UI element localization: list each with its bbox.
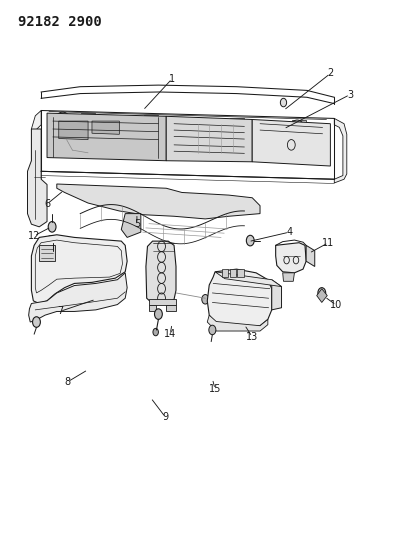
- Text: 9: 9: [162, 412, 169, 422]
- Circle shape: [153, 328, 158, 336]
- Text: 14: 14: [164, 329, 176, 339]
- Polygon shape: [207, 315, 268, 331]
- Circle shape: [32, 317, 40, 327]
- Polygon shape: [237, 269, 244, 277]
- Circle shape: [290, 120, 305, 141]
- Circle shape: [54, 112, 71, 135]
- Text: 92182 2900: 92182 2900: [18, 15, 102, 29]
- Text: 8: 8: [65, 377, 71, 387]
- Bar: [81, 114, 95, 119]
- Text: 13: 13: [246, 332, 258, 342]
- Polygon shape: [59, 121, 88, 140]
- Circle shape: [318, 288, 326, 298]
- Polygon shape: [57, 184, 260, 219]
- Polygon shape: [334, 118, 347, 183]
- Bar: [143, 115, 158, 120]
- Text: 6: 6: [44, 199, 50, 209]
- Polygon shape: [166, 304, 176, 311]
- Circle shape: [57, 116, 68, 131]
- Circle shape: [209, 325, 216, 335]
- Polygon shape: [31, 235, 127, 303]
- Polygon shape: [49, 236, 56, 243]
- Circle shape: [202, 295, 209, 304]
- Polygon shape: [283, 273, 294, 281]
- Text: 11: 11: [322, 238, 335, 248]
- Polygon shape: [92, 121, 119, 134]
- Polygon shape: [146, 241, 176, 303]
- Text: 4: 4: [286, 227, 292, 237]
- Text: 15: 15: [209, 384, 221, 394]
- Polygon shape: [222, 269, 228, 277]
- Polygon shape: [47, 113, 166, 161]
- Circle shape: [280, 98, 287, 107]
- Text: 12: 12: [28, 231, 40, 241]
- Text: 5: 5: [134, 219, 140, 229]
- Polygon shape: [39, 245, 55, 261]
- Polygon shape: [31, 110, 41, 179]
- Text: 2: 2: [327, 68, 333, 78]
- Polygon shape: [272, 280, 282, 310]
- Polygon shape: [207, 269, 272, 329]
- Polygon shape: [28, 129, 47, 227]
- Polygon shape: [215, 272, 282, 287]
- Polygon shape: [276, 243, 306, 273]
- Polygon shape: [29, 273, 127, 322]
- Bar: [229, 118, 244, 124]
- Polygon shape: [252, 119, 330, 166]
- Text: 7: 7: [57, 306, 63, 317]
- Polygon shape: [166, 116, 252, 162]
- Text: 3: 3: [347, 90, 353, 100]
- Polygon shape: [121, 214, 141, 237]
- Polygon shape: [306, 245, 315, 266]
- Polygon shape: [317, 289, 327, 302]
- Text: 1: 1: [169, 74, 175, 84]
- Bar: [292, 120, 306, 125]
- Polygon shape: [229, 269, 236, 277]
- Circle shape: [154, 309, 162, 319]
- Polygon shape: [149, 300, 176, 304]
- Text: 10: 10: [330, 300, 342, 310]
- Circle shape: [246, 235, 254, 246]
- Circle shape: [48, 222, 56, 232]
- Polygon shape: [149, 304, 156, 311]
